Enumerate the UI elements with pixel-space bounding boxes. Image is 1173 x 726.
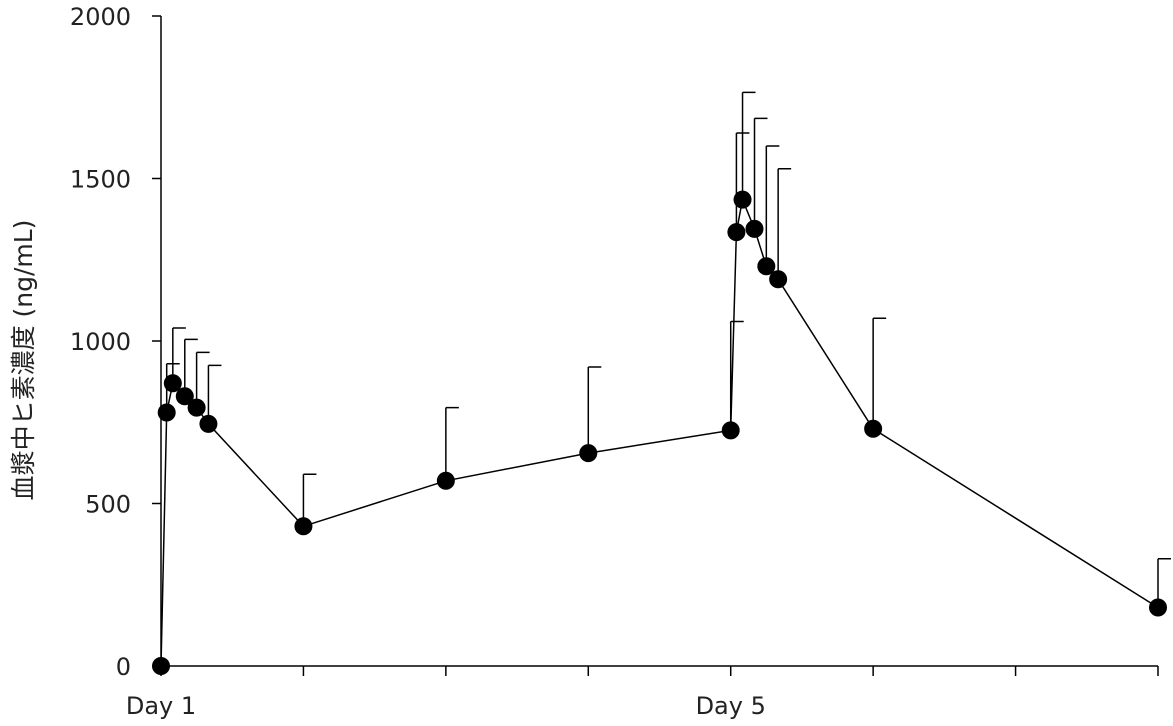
data-point-15 <box>864 419 883 438</box>
x-tick-label-0: Day 1 <box>126 692 196 720</box>
series-polyline <box>160 196 1159 667</box>
data-point-2 <box>163 374 182 393</box>
y-axis: 0 500 1000 1500 2000 <box>70 3 162 681</box>
y-tick-label-4: 2000 <box>70 3 131 31</box>
data-point-10 <box>727 223 746 242</box>
series-line <box>160 196 1159 667</box>
error-bars <box>165 91 1171 608</box>
data-point-3 <box>175 387 194 406</box>
data-point-4 <box>187 398 206 417</box>
x-tick-label-4: Day 5 <box>696 692 766 720</box>
data-point-5 <box>199 414 218 433</box>
data-point-13 <box>757 257 776 276</box>
data-point-16 <box>1149 598 1167 617</box>
y-tick-label-3: 1500 <box>70 166 131 194</box>
data-point-7 <box>436 471 455 490</box>
data-point-8 <box>579 444 598 463</box>
data-point-0 <box>152 657 170 675</box>
x-axis: Day 1 Day 5 <box>126 665 1159 720</box>
data-point-9 <box>721 421 740 440</box>
data-point-12 <box>745 219 764 238</box>
data-points <box>152 190 1167 675</box>
y-tick-label-1: 500 <box>85 491 131 519</box>
data-point-1 <box>157 403 176 422</box>
y-tick-label-2: 1000 <box>70 328 131 356</box>
y-tick-label-0: 0 <box>116 653 131 681</box>
data-point-14 <box>769 270 788 289</box>
data-point-6 <box>294 517 313 536</box>
y-axis-label: 血漿中ヒ素濃度 (ng/mL) <box>9 220 38 501</box>
data-point-11 <box>733 190 752 209</box>
